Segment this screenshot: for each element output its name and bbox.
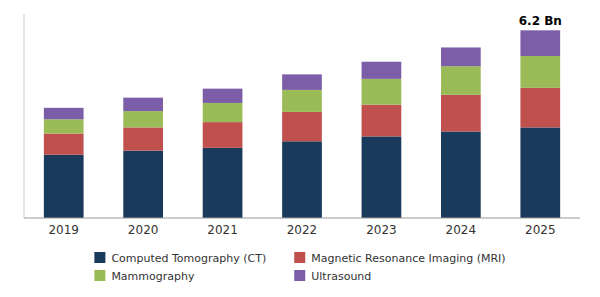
legend-swatch <box>294 270 305 281</box>
legend-item: Computed Tomography (CT) <box>94 252 266 265</box>
x-tick-label: 2022 <box>287 223 318 237</box>
x-tick-label: 2020 <box>128 223 159 237</box>
bar-segment <box>282 141 322 218</box>
bar-segment <box>441 95 481 132</box>
x-tick-label: 2024 <box>446 223 477 237</box>
bar-segment <box>44 155 84 218</box>
legend-swatch <box>94 270 105 281</box>
bar-segment <box>44 134 84 155</box>
x-tick-label: 2019 <box>48 223 79 237</box>
bar-segment <box>282 90 322 112</box>
bar-segment <box>520 56 560 88</box>
bar-segment <box>520 88 560 128</box>
bars <box>44 30 560 218</box>
legend-label: Mammography <box>111 270 195 283</box>
bar-segment <box>123 151 163 218</box>
annotation: 6.2 Bn <box>519 14 562 28</box>
legend-swatch <box>294 252 305 263</box>
bar-segment <box>203 89 243 103</box>
bar-segment <box>441 47 481 66</box>
y-axis-line <box>24 14 25 218</box>
x-tick-label: 2023 <box>366 223 397 237</box>
bar-segment <box>203 122 243 148</box>
bar-segment <box>44 108 84 119</box>
bar-segment <box>123 127 163 150</box>
bar-segment <box>362 62 402 79</box>
bar-segment <box>44 119 84 133</box>
bar-segment <box>362 105 402 137</box>
x-axis-line <box>24 218 580 219</box>
bar-segment <box>441 132 481 218</box>
bar-segment <box>203 148 243 218</box>
legend-item: Magnetic Resonance Imaging (MRI) <box>294 252 505 265</box>
bar-segment <box>123 98 163 111</box>
bar-segment <box>203 103 243 122</box>
bar-segment <box>441 66 481 95</box>
bar-segment <box>362 136 402 218</box>
legend-label: Ultrasound <box>311 270 371 283</box>
bar-segment <box>520 30 560 56</box>
legend: Computed Tomography (CT) Magnetic Resonan… <box>94 252 505 283</box>
bar-segment <box>282 112 322 141</box>
legend-item: Mammography <box>94 270 195 283</box>
bar-segment <box>362 79 402 105</box>
bar-segment <box>282 74 322 90</box>
x-tick-label: 2021 <box>207 223 238 237</box>
bar-segment <box>123 111 163 127</box>
legend-label: Computed Tomography (CT) <box>111 252 266 265</box>
legend-item: Ultrasound <box>294 270 371 283</box>
chart: 2019 2020 2021 2022 2023 2024 2025 6.2 Bn Comput… <box>0 0 600 297</box>
x-tick-label: 2025 <box>525 223 556 237</box>
legend-swatch <box>94 252 105 263</box>
bar-segment <box>520 127 560 218</box>
legend-label: Magnetic Resonance Imaging (MRI) <box>311 252 505 265</box>
